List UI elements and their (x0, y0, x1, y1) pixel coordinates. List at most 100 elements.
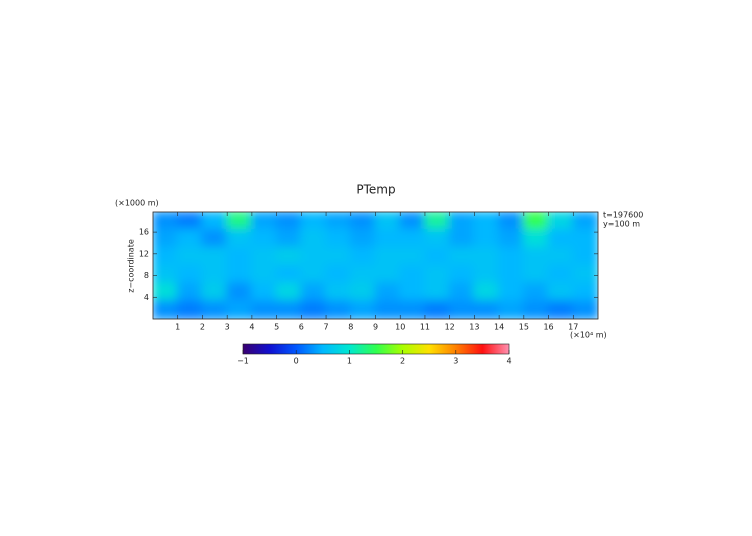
x-unit: (×10⁴ m) (570, 331, 607, 340)
field-cell (498, 282, 525, 303)
field-cell (498, 246, 525, 267)
field-cell (153, 246, 179, 267)
colorbar-tick-label: 4 (506, 357, 511, 366)
field-cell (349, 282, 377, 303)
x-tick-label: 12 (445, 323, 455, 332)
field-cell (547, 282, 575, 303)
x-tick-label: 9 (373, 323, 378, 332)
field-cell (275, 300, 303, 319)
field-cell (547, 264, 575, 285)
x-tick-label: 2 (200, 323, 205, 332)
x-tick-label: 14 (494, 323, 504, 332)
y-tick-label: 12 (139, 249, 149, 258)
annotation: t=197600 (603, 211, 643, 220)
field-cell (473, 300, 501, 319)
field-cell (423, 228, 451, 249)
x-tick-label: 15 (519, 323, 529, 332)
field-cell (473, 282, 501, 303)
x-tick-label: 17 (568, 323, 578, 332)
field-cell (300, 264, 328, 285)
field-cell (201, 228, 229, 249)
field-cell (226, 282, 253, 303)
field-cell (176, 282, 204, 303)
x-tick-label: 5 (274, 323, 279, 332)
field-cell (176, 212, 204, 231)
field-cell (325, 282, 352, 303)
field-cell (374, 228, 402, 249)
field-cell (473, 246, 501, 267)
field-cell (201, 246, 229, 267)
field-cell (226, 228, 253, 249)
x-tick-label: 13 (469, 323, 479, 332)
field-cell (325, 264, 352, 285)
field-cell (153, 228, 179, 249)
colorbar (242, 343, 510, 355)
colorbar-tick-label: 2 (400, 357, 405, 366)
field-cell (547, 300, 575, 319)
field-cell (176, 228, 204, 249)
field-cell (399, 212, 426, 231)
field-cell (300, 282, 328, 303)
y-tick-label: 4 (144, 293, 149, 302)
field-cell (423, 212, 451, 231)
y-unit: (×1000 m) (115, 199, 159, 208)
field-cell (547, 246, 575, 267)
chart-title: PTemp (356, 183, 395, 197)
field-cell (201, 264, 229, 285)
field-cell (423, 246, 451, 267)
field-cell (250, 228, 278, 249)
field-cell (473, 212, 501, 231)
field-cell (423, 282, 451, 303)
field-cell (300, 212, 328, 231)
field-cell (522, 246, 550, 267)
field-cell (423, 300, 451, 319)
field (153, 212, 598, 319)
field-cell (399, 246, 426, 267)
field-cell (226, 300, 253, 319)
field-cell (547, 212, 575, 231)
field-cell (498, 300, 525, 319)
field-cell (300, 300, 328, 319)
field-cell (374, 264, 402, 285)
x-tick-label: 8 (348, 323, 353, 332)
y-axis-label: z−coordinate (127, 239, 136, 293)
field-cell (399, 282, 426, 303)
field-cell (349, 212, 377, 231)
field-cell (153, 212, 179, 231)
field-cell (399, 264, 426, 285)
y-tick-label: 8 (144, 271, 149, 280)
field-cell (300, 228, 328, 249)
field-cell (572, 246, 598, 267)
field-cell (201, 282, 229, 303)
field-cell (448, 300, 476, 319)
field-cell (572, 264, 598, 285)
colorbar-tick-label: 0 (294, 357, 299, 366)
field-cell (473, 228, 501, 249)
field-cell (325, 246, 352, 267)
field-cell (250, 282, 278, 303)
field-cell (448, 282, 476, 303)
field-cell (275, 282, 303, 303)
field-cell (522, 300, 550, 319)
field-cell (325, 212, 352, 231)
field-cell (448, 246, 476, 267)
field-cell (176, 300, 204, 319)
field-cell (226, 264, 253, 285)
field-cell (374, 246, 402, 267)
colorbar-tick-label: 3 (453, 357, 458, 366)
x-tick-label: 7 (324, 323, 329, 332)
field-cell (448, 228, 476, 249)
field-cell (572, 300, 598, 319)
field-cell (448, 264, 476, 285)
colorbar-tick-label: −1 (237, 357, 249, 366)
y-tick-label: 16 (139, 228, 149, 237)
field-cell (250, 264, 278, 285)
field-cell (201, 300, 229, 319)
field-cell (250, 246, 278, 267)
field-cell (325, 300, 352, 319)
field-cell (498, 212, 525, 231)
field-cell (226, 212, 253, 231)
field-cells (153, 212, 598, 319)
field-cell (153, 300, 179, 319)
